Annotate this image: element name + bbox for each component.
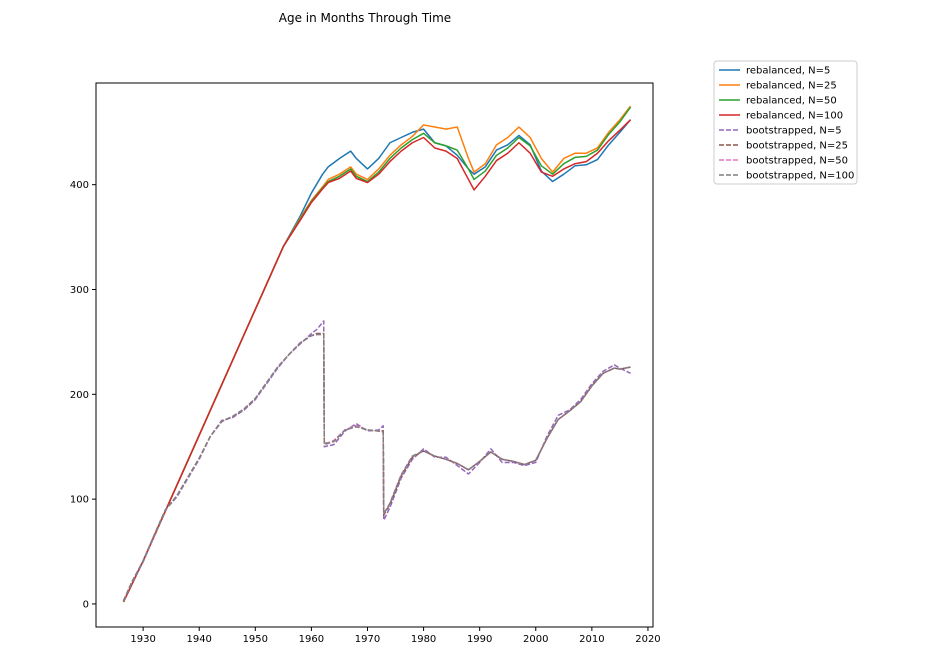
series-layer: [122, 105, 632, 603]
legend-label-1: rebalanced, N=25: [746, 81, 837, 92]
series-line-0: [122, 119, 632, 603]
legend-label-3: rebalanced, N=100: [746, 111, 843, 122]
y-tick-label-3: 300: [70, 285, 89, 296]
legend-label-6: bootstrapped, N=50: [746, 156, 848, 167]
y-tick-label-0: 0: [83, 599, 89, 610]
legend-label-0: rebalanced, N=5: [746, 66, 830, 77]
x-tick-label-3: 1960: [299, 634, 324, 645]
y-tick-label-2: 200: [70, 390, 89, 401]
legend: rebalanced, N=5 rebalanced, N=25 rebalance…: [713, 60, 858, 185]
series-line-2: [122, 106, 632, 603]
x-axis: 1930 1940 1950 1960 1970 1980 1990 2000 2010 2020: [130, 627, 661, 645]
legend-label-7: bootstrapped, N=100: [746, 171, 854, 182]
x-tick-label-6: 1990: [467, 634, 492, 645]
x-tick-label-1: 1940: [186, 634, 211, 645]
x-tick-label-5: 1980: [411, 634, 436, 645]
series-line-7: [122, 333, 631, 602]
plot-area-frame: [95, 82, 654, 628]
x-tick-label-9: 2020: [635, 634, 660, 645]
legend-frame: [713, 60, 858, 185]
x-tick-label-7: 2000: [523, 634, 548, 645]
x-tick-label-4: 1970: [355, 634, 380, 645]
x-tick-label-0: 1930: [130, 634, 155, 645]
x-tick-label-8: 2010: [579, 634, 604, 645]
series-line-6: [122, 333, 631, 602]
series-line-5: [122, 332, 631, 602]
chart-title: Age in Months Through Time: [279, 11, 451, 25]
series-line-3: [122, 119, 632, 603]
series-line-4: [122, 320, 631, 602]
y-axis: 0 100 200 300 400: [70, 180, 96, 610]
x-tick-label-2: 1950: [243, 634, 268, 645]
y-tick-label-1: 100: [70, 495, 89, 506]
legend-label-4: bootstrapped, N=5: [746, 126, 842, 137]
legend-label-5: bootstrapped, N=25: [746, 141, 848, 152]
y-tick-label-4: 400: [70, 180, 89, 191]
legend-label-2: rebalanced, N=50: [746, 96, 837, 107]
